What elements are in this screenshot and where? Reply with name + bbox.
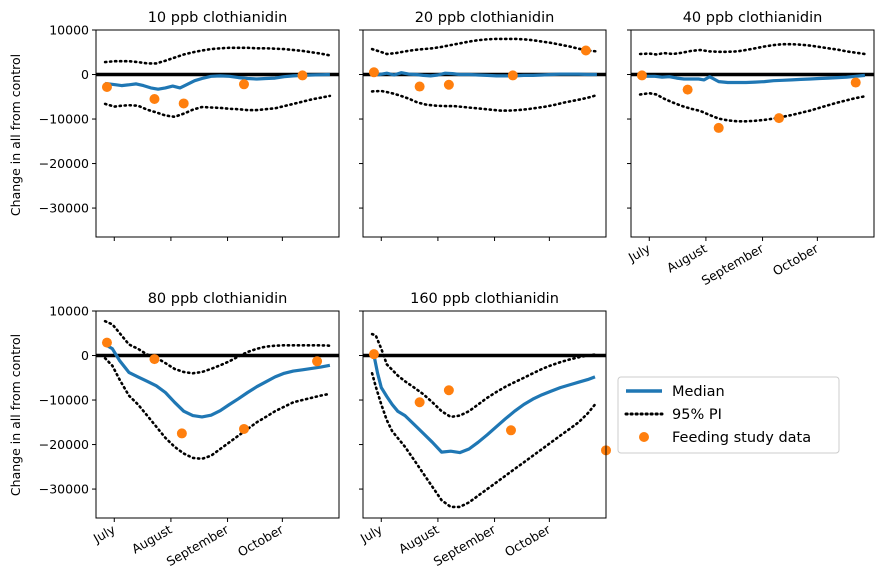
median-line	[372, 355, 596, 455]
x-tick-label: September	[164, 521, 232, 569]
pi-upper-line	[370, 332, 597, 419]
panel-title: 80 ppb clothianidin	[148, 291, 288, 307]
feeding-point	[850, 77, 861, 88]
feeding-point	[414, 81, 425, 92]
feeding-point	[443, 385, 454, 396]
panel-1: 10 ppb clothianidin 10000 0 −10000 −20000 −30…	[39, 10, 340, 241]
median-line	[104, 343, 331, 419]
y-tick-label: 10000	[49, 304, 89, 319]
panel-4: 80 ppb clothianidin 10000 0 −10000 −20000 −30…	[39, 291, 340, 569]
x-tick-label: August	[396, 522, 441, 557]
feeding-point	[149, 354, 160, 365]
axes-frame	[362, 310, 607, 519]
median-line	[639, 73, 866, 85]
ylabel-top: Change in all from control	[8, 54, 23, 216]
plot-area	[96, 319, 339, 461]
feeding-point	[443, 79, 454, 90]
pi-upper-line	[103, 319, 332, 375]
feeding-point	[580, 45, 591, 56]
x-tick-label: September	[699, 240, 767, 288]
feeding-point	[101, 81, 112, 92]
plot-area	[96, 46, 339, 119]
pi-lower-line	[103, 94, 332, 119]
panel-title: 160 ppb clothianidin	[410, 291, 559, 307]
median-line	[104, 72, 330, 91]
pi-upper-line	[103, 46, 332, 65]
plot-area	[363, 37, 606, 112]
x-tick-label: August	[664, 241, 709, 276]
x-tick-label: October	[502, 521, 554, 559]
feeding-point	[238, 423, 249, 434]
feeding-point	[507, 70, 518, 81]
feeding-point	[149, 94, 160, 104]
y-tick-label: −30000	[39, 201, 89, 216]
feeding-point	[297, 70, 308, 81]
y-tick-label: −20000	[39, 437, 89, 452]
pi-lower-line	[103, 356, 332, 461]
legend-pi-label: 95% PI	[672, 407, 722, 423]
feeding-point	[505, 425, 516, 436]
feeding-point	[414, 397, 425, 408]
panel-title: 10 ppb clothianidin	[148, 10, 288, 26]
feeding-point	[682, 84, 693, 95]
y-tick-label: −10000	[39, 393, 89, 408]
axes-frame	[630, 29, 875, 238]
panels-group: 10 ppb clothianidin 10000 0 −10000 −20000 −30…	[39, 10, 875, 569]
y-tick-label: −20000	[39, 156, 89, 171]
legend-feeding-swatch	[639, 432, 649, 442]
feeding-point	[773, 113, 784, 124]
y-tick-label: −10000	[39, 112, 89, 127]
x-tick-label: July	[357, 521, 385, 546]
feeding-point	[312, 356, 323, 367]
pi-upper-line	[638, 42, 867, 56]
x-tick-label: October	[235, 521, 287, 559]
panel-2: 20 ppb clothianidin	[359, 10, 607, 241]
feeding-point	[101, 337, 112, 348]
pi-upper-line	[370, 37, 599, 56]
legend-feeding-label: Feeding study data	[672, 430, 811, 446]
plot-area	[363, 332, 606, 509]
feeding-point	[368, 349, 379, 360]
y-tick-label: 10000	[49, 23, 89, 38]
x-tick-label: October	[770, 240, 822, 278]
axes-frame	[95, 310, 340, 519]
feeding-point	[713, 122, 724, 133]
y-tick-label: 0	[81, 348, 89, 363]
axes-frame	[95, 29, 340, 238]
pi-lower-line	[370, 89, 599, 112]
y-tick-label: 0	[81, 67, 89, 82]
y-tick-label: −30000	[39, 482, 89, 497]
median-line	[371, 71, 597, 78]
pi-lower-line	[638, 91, 867, 123]
axes-frame	[362, 29, 607, 238]
feeding-point	[238, 79, 249, 90]
ylabel-bottom: Change in all from control	[8, 334, 23, 496]
x-tick-label: July	[90, 521, 118, 546]
legend: Median 95% PI Feeding study data	[617, 376, 840, 454]
feeding-point	[178, 98, 189, 109]
panel-title: 20 ppb clothianidin	[415, 10, 555, 26]
feeding-point	[636, 70, 647, 81]
plot-area	[631, 42, 874, 123]
x-tick-label: August	[129, 522, 174, 557]
panel-title: 40 ppb clothianidin	[683, 10, 823, 26]
x-tick-label: September	[431, 521, 499, 569]
pi-lower-line	[370, 372, 597, 509]
feeding-point	[368, 67, 379, 78]
legend-median-label: Median	[672, 384, 725, 400]
feeding-point	[176, 428, 187, 439]
x-tick-label: July	[625, 240, 653, 265]
legend-frame	[617, 376, 840, 454]
